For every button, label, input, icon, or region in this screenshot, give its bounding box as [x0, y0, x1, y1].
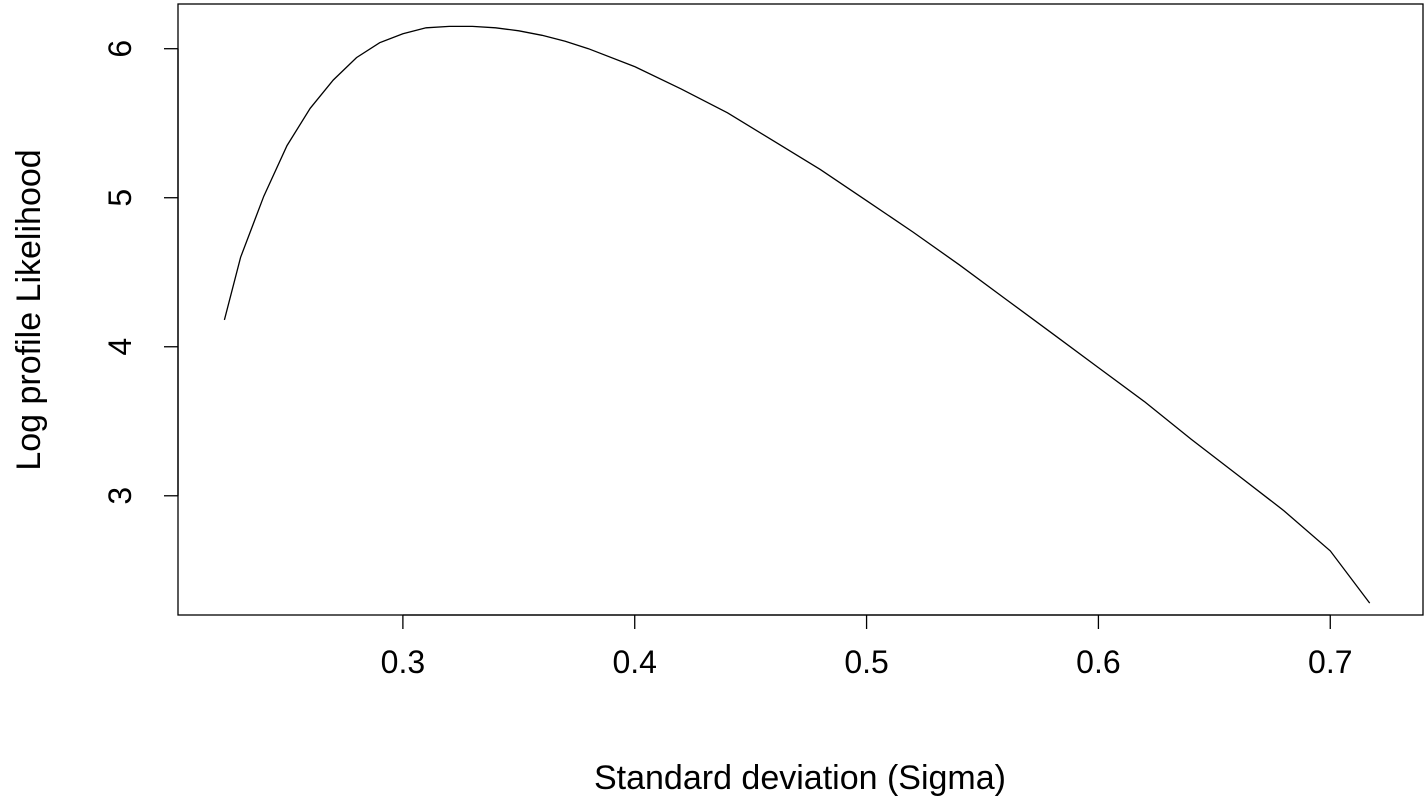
- x-tick-label: 0.4: [612, 644, 656, 680]
- y-axis: 3 4 5 6: [102, 40, 179, 505]
- y-tick-label: 4: [102, 338, 138, 356]
- plot-frame: [177, 3, 1424, 616]
- series-line: [223, 25, 1371, 604]
- x-tick-label: 0.6: [1076, 644, 1120, 680]
- y-axis-label: Log profile Likelihood: [10, 149, 48, 470]
- x-axis: 0.3 0.4 0.5 0.6 0.7: [381, 614, 1353, 680]
- x-tick-label: 0.7: [1308, 644, 1352, 680]
- x-axis-label: Standard deviation (Sigma): [594, 759, 1006, 797]
- y-tick-label: 6: [102, 40, 138, 58]
- x-tick-label: 0.5: [844, 644, 888, 680]
- y-tick-label: 3: [102, 487, 138, 505]
- x-tick-label: 0.3: [381, 644, 425, 680]
- y-tick-label: 5: [102, 189, 138, 207]
